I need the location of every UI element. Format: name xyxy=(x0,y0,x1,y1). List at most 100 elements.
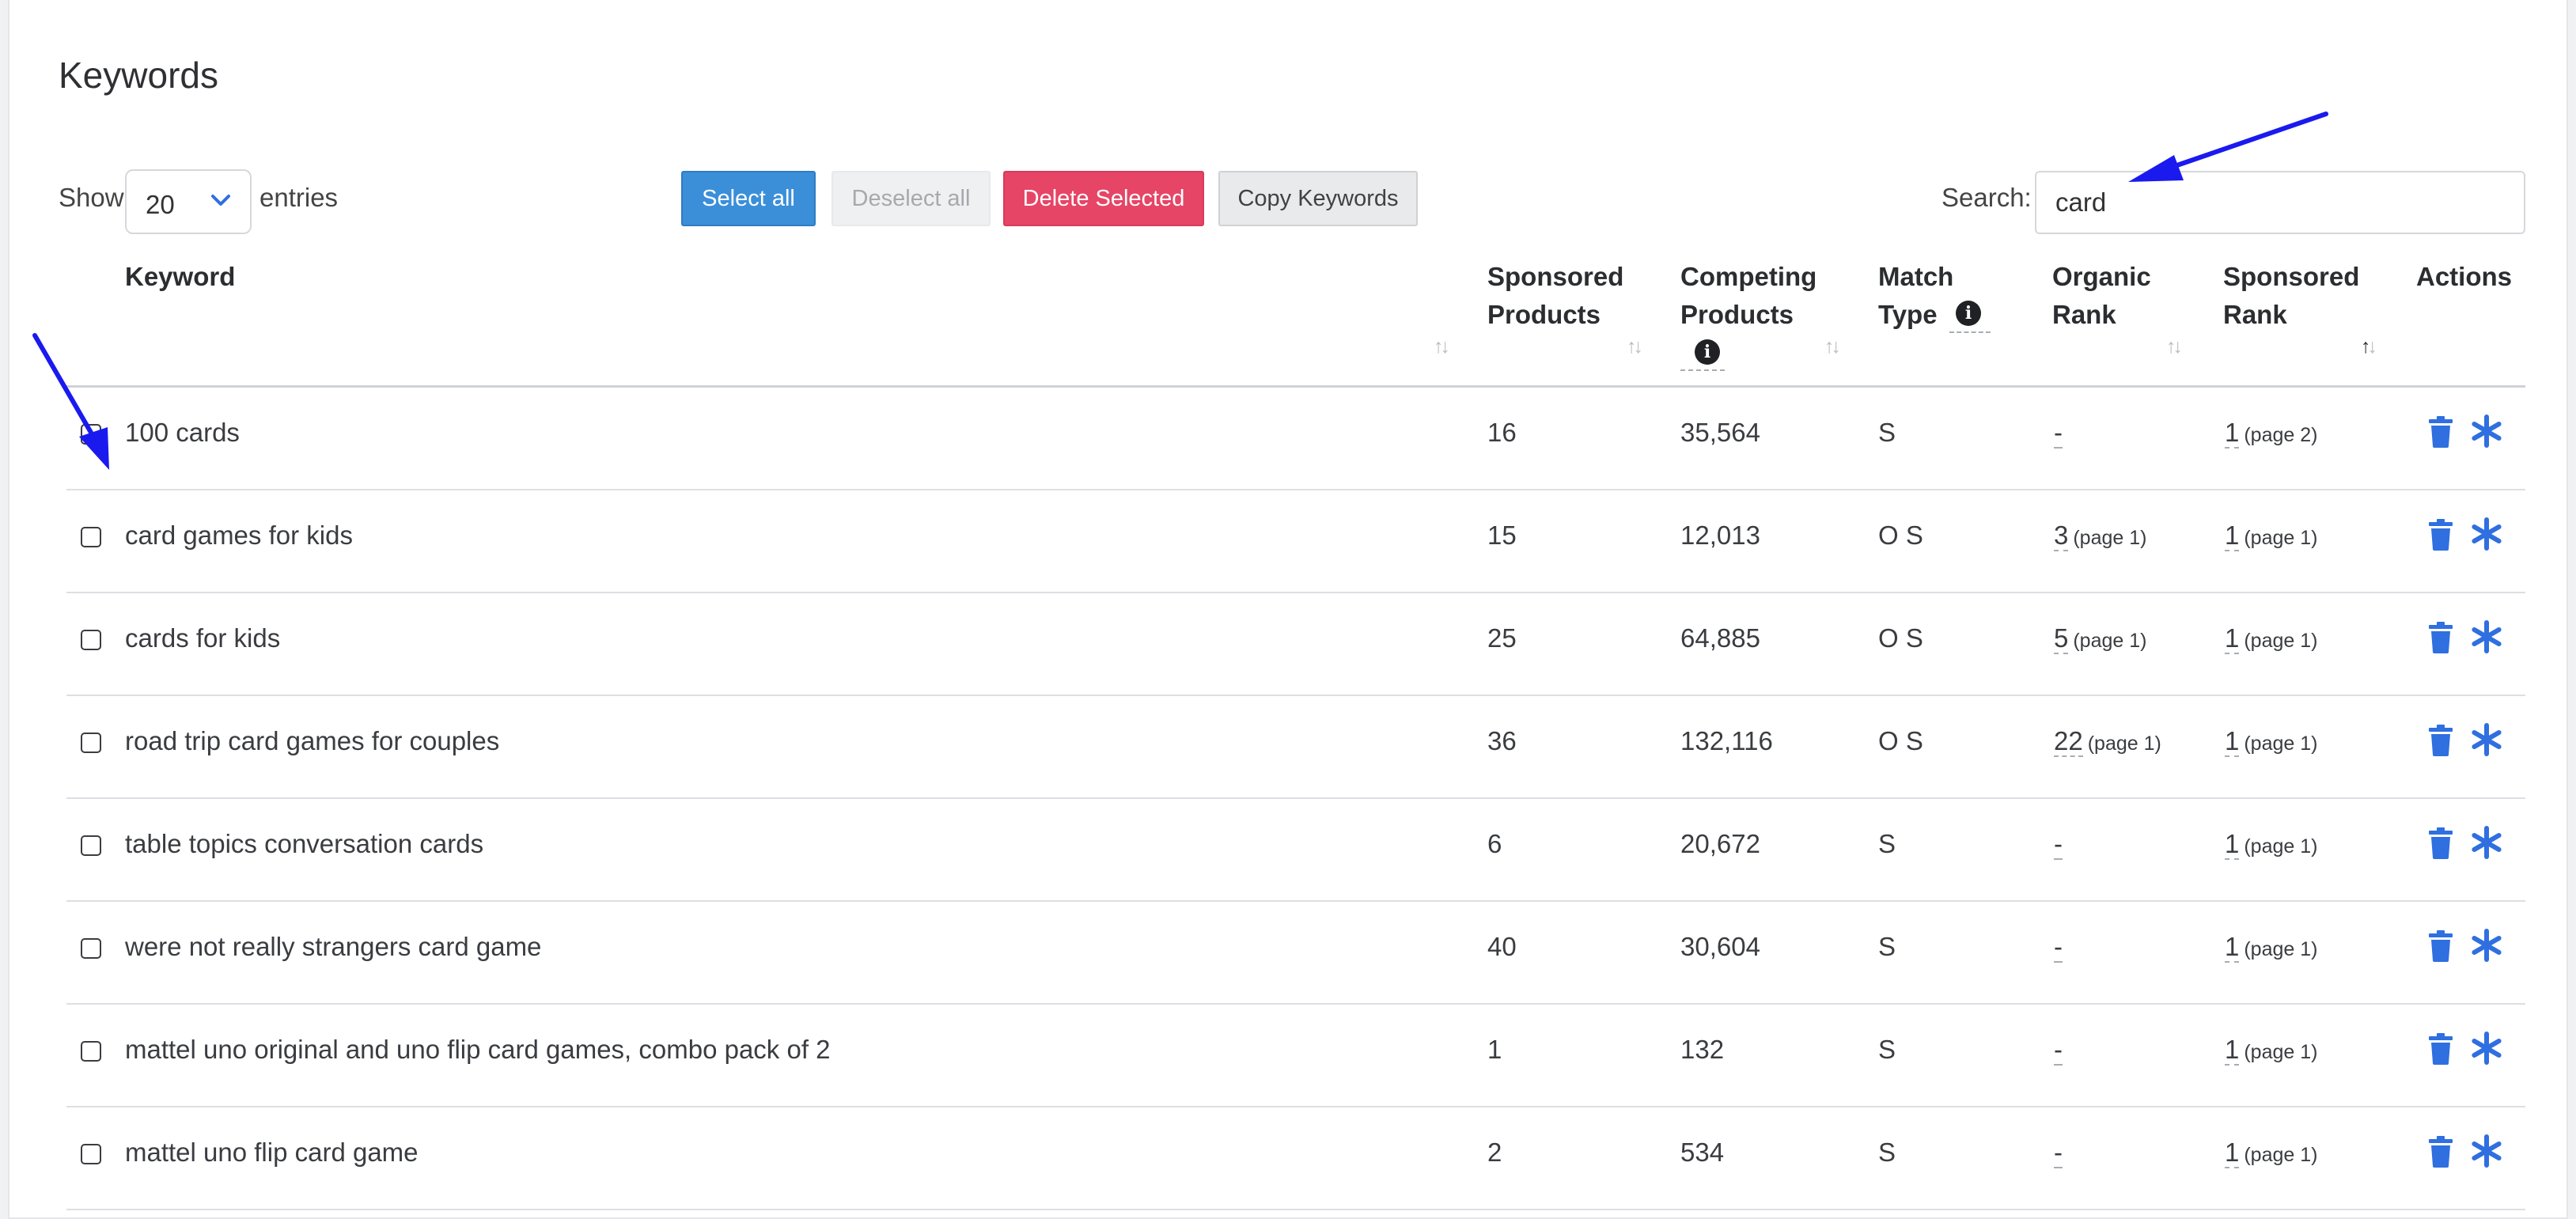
sponsored-products-cell: 2 xyxy=(1487,1138,1502,1167)
row-checkbox[interactable] xyxy=(81,938,101,959)
column-header-sponsored-products[interactable]: Sponsored Products xyxy=(1487,258,1623,334)
trash-icon[interactable] xyxy=(2427,827,2454,859)
match-type-cell: O S xyxy=(1878,623,1923,653)
sponsored-products-cell: 36 xyxy=(1487,726,1517,755)
column-header-label: Competing xyxy=(1680,262,1817,291)
row-checkbox[interactable] xyxy=(81,1041,101,1062)
header-divider xyxy=(66,385,2525,388)
search-input[interactable] xyxy=(2035,171,2525,234)
organic-rank-value: - xyxy=(2054,932,2063,963)
asterisk-icon[interactable] xyxy=(2470,620,2503,653)
organic-rank-cell: - xyxy=(2054,1035,2067,1066)
sponsored-rank-cell: 1 (page 1) xyxy=(2225,726,2318,757)
row-checkbox[interactable] xyxy=(81,1144,101,1164)
asterisk-icon[interactable] xyxy=(2470,929,2503,962)
asterisk-icon[interactable] xyxy=(2470,1032,2503,1065)
sponsored-products-cell: 6 xyxy=(1487,829,1502,858)
info-icon[interactable]: i xyxy=(1956,301,1981,326)
row-checkbox[interactable] xyxy=(81,527,101,547)
delete-selected-button[interactable]: Delete Selected xyxy=(1003,171,1204,226)
column-header-sponsored-rank[interactable]: Sponsored Rank xyxy=(2223,258,2359,334)
competing-products-cell: 64,885 xyxy=(1680,623,1760,653)
column-header-organic-rank[interactable]: Organic Rank xyxy=(2052,258,2151,334)
column-header-label: Sponsored xyxy=(1487,262,1624,291)
column-header-match-type[interactable]: Match Type xyxy=(1878,258,1953,334)
asterisk-icon[interactable] xyxy=(2470,415,2503,448)
trash-icon[interactable] xyxy=(2427,622,2454,653)
sponsored-products-cell: 40 xyxy=(1487,932,1517,961)
match-type-cell: S xyxy=(1878,932,1896,961)
match-type-cell: O S xyxy=(1878,726,1923,755)
keyword-cell: were not really strangers card game xyxy=(125,932,542,961)
trash-icon[interactable] xyxy=(2427,1033,2454,1065)
column-header-label: Type xyxy=(1878,300,1938,329)
table-row: mattel uno flip card game 2 534 S - 1 (pa… xyxy=(66,1107,2525,1210)
asterisk-icon[interactable] xyxy=(2470,723,2503,756)
entries-select[interactable]: 20 xyxy=(125,169,252,234)
sponsored-rank-cell: 1 (page 1) xyxy=(2225,829,2317,860)
sponsored-rank-page: (page 1) xyxy=(2244,527,2318,549)
sponsored-rank-cell: 1 (page 1) xyxy=(2225,623,2318,654)
entries-label: entries xyxy=(259,183,339,212)
copy-keywords-button[interactable]: Copy Keywords xyxy=(1218,171,1418,226)
organic-rank-page: (page 1) xyxy=(2073,527,2147,549)
sponsored-rank-value: 1 xyxy=(2225,1035,2240,1066)
table-row: card games for kids 15 12,013 O S 3 (page… xyxy=(66,490,2525,593)
keyword-cell: road trip card games for couples xyxy=(125,726,500,755)
column-header-competing-products[interactable]: Competing Products xyxy=(1680,258,1816,334)
asterisk-icon[interactable] xyxy=(2470,517,2503,551)
search-label: Search: xyxy=(1941,183,2032,212)
info-icon[interactable]: i xyxy=(1695,339,1720,365)
sponsored-rank-page: (page 1) xyxy=(2244,733,2318,755)
annotation-arrow xyxy=(2128,112,2328,182)
sponsored-rank-page: (page 1) xyxy=(2244,630,2318,652)
trash-icon[interactable] xyxy=(2427,930,2454,962)
column-header-label: Products xyxy=(1487,300,1601,329)
tooltip-underline xyxy=(1949,331,1991,333)
sponsored-rank-page: (page 1) xyxy=(2244,1041,2318,1063)
column-header-label: Rank xyxy=(2223,300,2287,329)
organic-rank-value: - xyxy=(2054,1138,2063,1168)
sponsored-products-cell: 15 xyxy=(1487,521,1517,550)
column-header-label: Actions xyxy=(2416,262,2513,291)
organic-rank-page: (page 1) xyxy=(2073,630,2147,652)
sponsored-products-cell: 1 xyxy=(1487,1035,1502,1064)
asterisk-icon[interactable] xyxy=(2470,826,2503,859)
column-header-label: Organic xyxy=(2052,262,2151,291)
trash-icon[interactable] xyxy=(2427,1136,2454,1168)
competing-products-cell: 132,116 xyxy=(1680,726,1773,755)
trash-icon[interactable] xyxy=(2427,725,2454,756)
column-header-actions: Actions xyxy=(2416,258,2512,296)
table-row: mattel uno original and uno flip card ga… xyxy=(66,1005,2525,1107)
organic-rank-value: 3 xyxy=(2054,521,2069,551)
keyword-cell: mattel uno original and uno flip card ga… xyxy=(125,1035,831,1064)
match-type-cell: O S xyxy=(1878,521,1923,550)
competing-products-cell: 534 xyxy=(1680,1138,1725,1167)
asterisk-icon[interactable] xyxy=(2470,1134,2503,1168)
column-header-label: Match xyxy=(1878,262,1954,291)
deselect-all-button[interactable]: Deselect all xyxy=(832,171,991,226)
row-checkbox[interactable] xyxy=(81,733,101,753)
row-checkbox[interactable] xyxy=(81,835,101,856)
column-header-keyword[interactable]: Keyword xyxy=(125,258,235,296)
column-header-label: Sponsored xyxy=(2223,262,2360,291)
table-row: cards for kids 25 64,885 O S 5 (page 1) 1… xyxy=(66,593,2525,696)
match-type-cell: S xyxy=(1878,1138,1896,1167)
keyword-cell: 100 cards xyxy=(125,418,240,447)
column-header-label: Keyword xyxy=(125,262,236,291)
trash-icon[interactable] xyxy=(2427,519,2454,551)
sponsored-rank-value: 1 xyxy=(2225,623,2240,654)
select-all-button[interactable]: Select all xyxy=(681,171,816,226)
match-type-cell: S xyxy=(1878,829,1896,858)
row-checkbox[interactable] xyxy=(81,630,101,650)
tooltip-underline xyxy=(1680,369,1725,371)
annotation-arrow xyxy=(32,333,109,470)
page-title: Keywords xyxy=(59,55,218,96)
chevron-down-icon xyxy=(211,195,230,206)
trash-icon[interactable] xyxy=(2427,416,2454,448)
organic-rank-cell: - xyxy=(2054,1138,2067,1168)
table-row: were not really strangers card game 40 3… xyxy=(66,902,2525,1005)
organic-rank-page: (page 1) xyxy=(2087,733,2161,755)
keyword-cell: cards for kids xyxy=(125,623,281,653)
